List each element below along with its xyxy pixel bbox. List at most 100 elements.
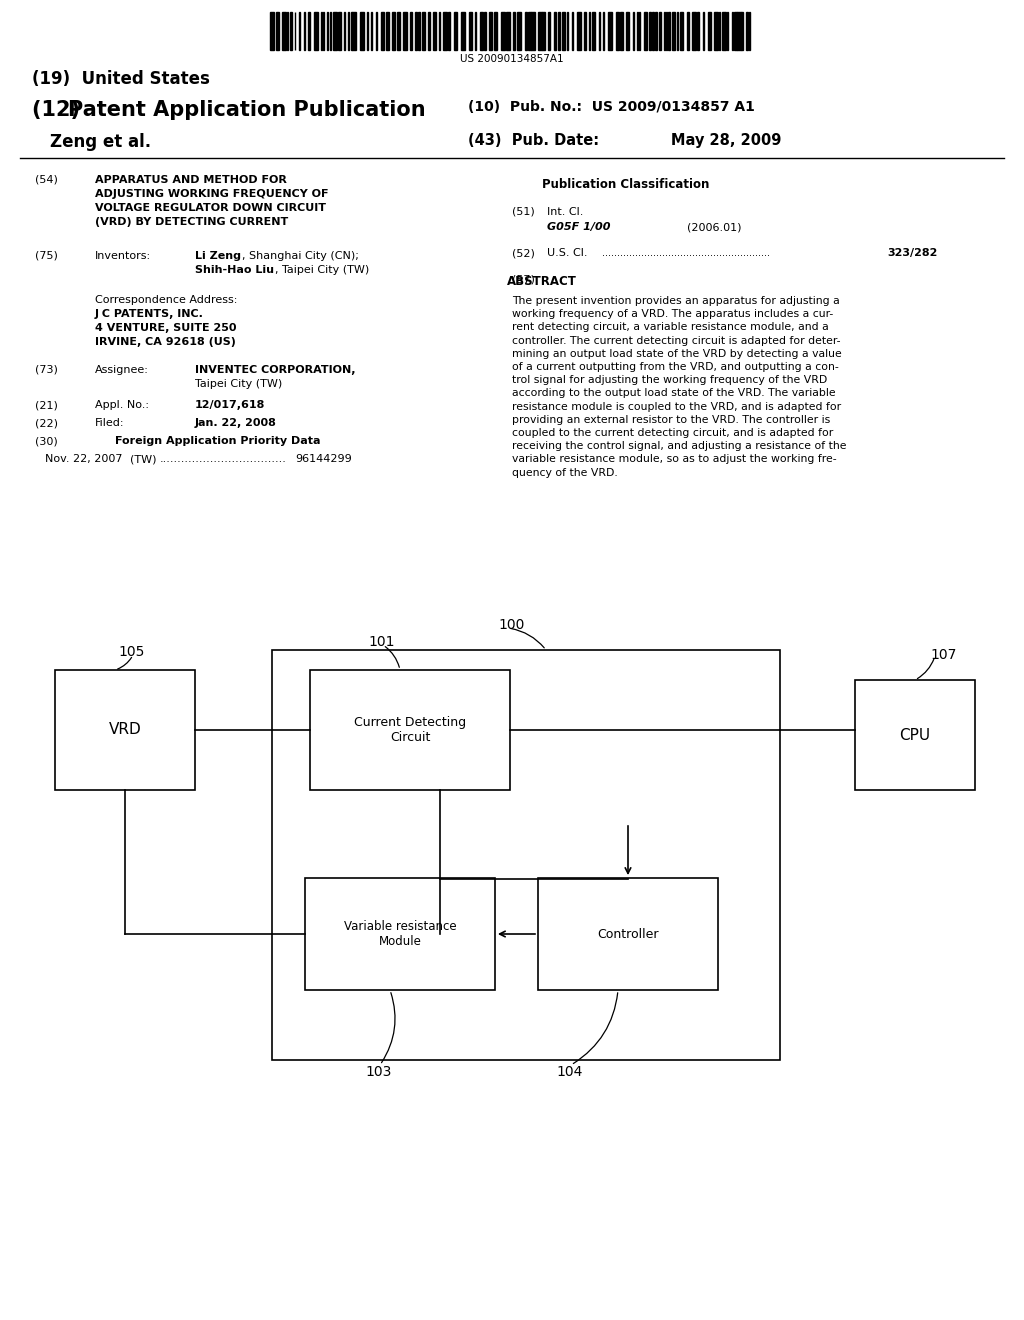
Text: (75): (75) (35, 251, 58, 261)
Bar (55, 671, 195, 789)
Bar (692, 12, 696, 50)
Bar (714, 12, 718, 50)
Text: mining an output load state of the VRD by detecting a value: mining an output load state of the VRD b… (512, 348, 842, 359)
Bar (608, 12, 612, 50)
Bar (308, 12, 310, 50)
Bar (488, 12, 492, 50)
Bar (272, 649, 780, 1060)
Bar (411, 12, 412, 50)
Text: Int. Cl.: Int. Cl. (547, 207, 584, 216)
Text: 323/282: 323/282 (887, 248, 937, 257)
Bar (313, 12, 317, 50)
Bar (461, 12, 465, 50)
Text: Appl. No.:: Appl. No.: (95, 400, 150, 411)
Bar (722, 12, 726, 50)
Text: APPARATUS AND METHOD FOR: APPARATUS AND METHOD FOR (95, 176, 287, 185)
Text: Current Detecting
Circuit: Current Detecting Circuit (354, 715, 466, 744)
Text: (2006.01): (2006.01) (687, 222, 741, 232)
Bar (454, 12, 457, 50)
Bar (648, 12, 651, 50)
Bar (708, 12, 712, 50)
Text: receiving the control signal, and adjusting a resistance of the: receiving the control signal, and adjust… (512, 441, 847, 451)
Text: Foreign Application Priority Data: Foreign Application Priority Data (115, 436, 321, 446)
Bar (652, 12, 654, 50)
Text: Zeng et al.: Zeng et al. (50, 133, 152, 150)
Bar (658, 12, 660, 50)
Bar (392, 12, 395, 50)
Bar (502, 12, 505, 50)
Bar (338, 12, 341, 50)
Bar (290, 12, 292, 50)
Bar (531, 12, 536, 50)
Bar (422, 12, 425, 50)
Text: controller. The current detecting circuit is adapted for deter-: controller. The current detecting circui… (512, 335, 841, 346)
Text: Publication Classification: Publication Classification (542, 178, 710, 191)
Text: (54): (54) (35, 176, 58, 185)
Bar (270, 12, 274, 50)
Bar (433, 12, 436, 50)
Text: (22): (22) (35, 418, 58, 428)
Text: (57): (57) (512, 275, 535, 285)
Text: providing an external resistor to the VRD. The controller is: providing an external resistor to the VR… (512, 414, 830, 425)
Bar (484, 12, 486, 50)
Bar (538, 878, 718, 990)
Text: (TW): (TW) (130, 454, 157, 465)
Text: INVENTEC CORPORATION,: INVENTEC CORPORATION, (195, 366, 355, 375)
Text: coupled to the current detecting circuit, and is adapted for: coupled to the current detecting circuit… (512, 428, 834, 438)
Bar (558, 12, 560, 50)
Text: G05F 1/00: G05F 1/00 (547, 222, 610, 232)
Text: (10)  Pub. No.:  US 2009/0134857 A1: (10) Pub. No.: US 2009/0134857 A1 (468, 100, 755, 114)
Text: Nov. 22, 2007: Nov. 22, 2007 (45, 454, 123, 465)
Bar (561, 12, 565, 50)
Bar (664, 12, 666, 50)
Text: VRD: VRD (109, 722, 141, 738)
Bar (386, 12, 389, 50)
Text: (21): (21) (35, 400, 58, 411)
Text: Shih-Hao Liu: Shih-Hao Liu (195, 265, 274, 275)
Text: 4 VENTURE, SUITE 250: 4 VENTURE, SUITE 250 (95, 323, 237, 333)
Text: Filed:: Filed: (95, 418, 125, 428)
Bar (732, 12, 733, 50)
Bar (282, 12, 286, 50)
Bar (381, 12, 384, 50)
Bar (525, 12, 526, 50)
Text: Taipei City (TW): Taipei City (TW) (195, 379, 283, 389)
Bar (855, 680, 975, 789)
Text: Jan. 22, 2008: Jan. 22, 2008 (195, 418, 276, 428)
Bar (741, 12, 742, 50)
Text: variable resistance module, so as to adjust the working fre-: variable resistance module, so as to adj… (512, 454, 837, 465)
Text: US 20090134857A1: US 20090134857A1 (460, 54, 564, 63)
Bar (360, 12, 365, 50)
Text: J C PATENTS, INC.: J C PATENTS, INC. (95, 309, 204, 319)
Bar (687, 12, 689, 50)
Text: trol signal for adjusting the working frequency of the VRD: trol signal for adjusting the working fr… (512, 375, 827, 385)
Bar (603, 12, 604, 50)
Text: ABSTRACT: ABSTRACT (507, 275, 577, 288)
Text: U.S. Cl.: U.S. Cl. (547, 248, 588, 257)
Bar (680, 12, 683, 50)
Bar (506, 12, 510, 50)
Bar (578, 12, 581, 50)
Bar (616, 12, 618, 50)
Text: Inventors:: Inventors: (95, 251, 152, 261)
Bar (571, 12, 573, 50)
Bar (428, 12, 430, 50)
Bar (469, 12, 472, 50)
Bar (305, 878, 495, 990)
Bar (275, 12, 279, 50)
Text: Controller: Controller (597, 928, 658, 940)
Bar (528, 12, 530, 50)
Bar (702, 12, 705, 50)
Bar (396, 12, 400, 50)
Bar (449, 12, 450, 50)
Text: Patent Application Publication: Patent Application Publication (68, 100, 426, 120)
Text: 12/017,618: 12/017,618 (195, 400, 265, 411)
Text: ........................................................: ........................................… (602, 248, 770, 257)
Bar (480, 12, 483, 50)
Text: (51): (51) (512, 207, 535, 216)
Text: Li Zeng: Li Zeng (195, 251, 241, 261)
Text: The present invention provides an apparatus for adjusting a: The present invention provides an appara… (512, 296, 840, 306)
Bar (543, 12, 545, 50)
Bar (644, 12, 647, 50)
Bar (415, 12, 417, 50)
